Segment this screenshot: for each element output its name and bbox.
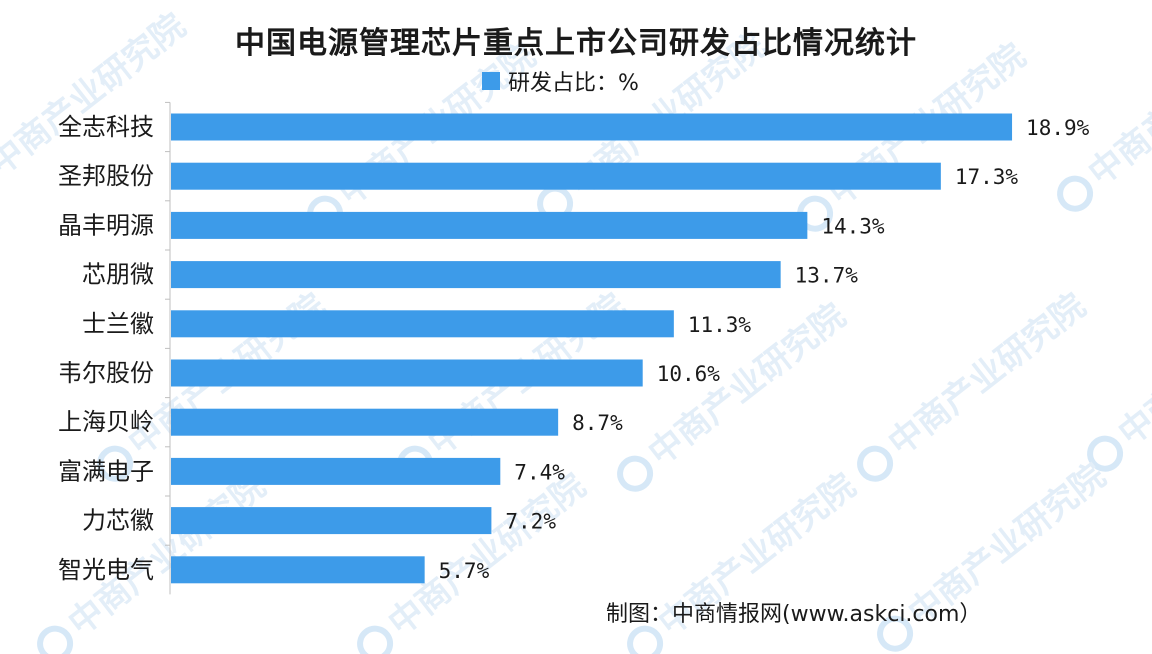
bar-6 xyxy=(171,359,643,387)
data-label: 10.6% xyxy=(657,362,721,386)
data-label: 17.3% xyxy=(955,165,1019,189)
legend: 研发占比：% xyxy=(482,66,639,96)
chart-title: 中国电源管理芯片重点上市公司研发占比情况统计 xyxy=(235,26,917,61)
category-label: 上海贝岭 xyxy=(58,408,154,436)
legend-swatch xyxy=(482,72,500,90)
category-label: 圣邦股份 xyxy=(58,162,154,190)
bar-9 xyxy=(171,507,492,535)
bar-7 xyxy=(171,408,559,436)
bar-8 xyxy=(171,457,501,485)
category-label: 富满电子 xyxy=(58,457,154,485)
category-label: 全志科技 xyxy=(58,113,154,141)
legend-label: 研发占比：% xyxy=(508,71,639,96)
category-label: 智光电气 xyxy=(58,556,154,584)
bar-5 xyxy=(171,310,674,338)
data-label: 14.3% xyxy=(821,214,885,238)
bar-10 xyxy=(171,556,425,584)
data-label: 5.7% xyxy=(439,559,490,583)
data-label: 11.3% xyxy=(688,313,752,337)
bar-4 xyxy=(171,261,781,289)
source-note: 制图：中商情报网(www.askci.com） xyxy=(606,602,982,627)
bar-1 xyxy=(171,113,1013,141)
category-label: 芯朋微 xyxy=(82,261,154,289)
data-label: 7.2% xyxy=(505,510,556,534)
data-label: 8.7% xyxy=(572,411,623,435)
category-label: 力芯徽 xyxy=(82,507,154,535)
data-label: 13.7% xyxy=(795,264,859,288)
bar-3 xyxy=(171,211,808,239)
category-label: 韦尔股份 xyxy=(58,359,154,387)
category-label: 士兰徽 xyxy=(82,310,154,338)
data-label: 18.9% xyxy=(1026,116,1090,140)
category-label: 晶丰明源 xyxy=(58,211,154,239)
bar-2 xyxy=(171,162,941,190)
data-label: 7.4% xyxy=(514,460,565,484)
